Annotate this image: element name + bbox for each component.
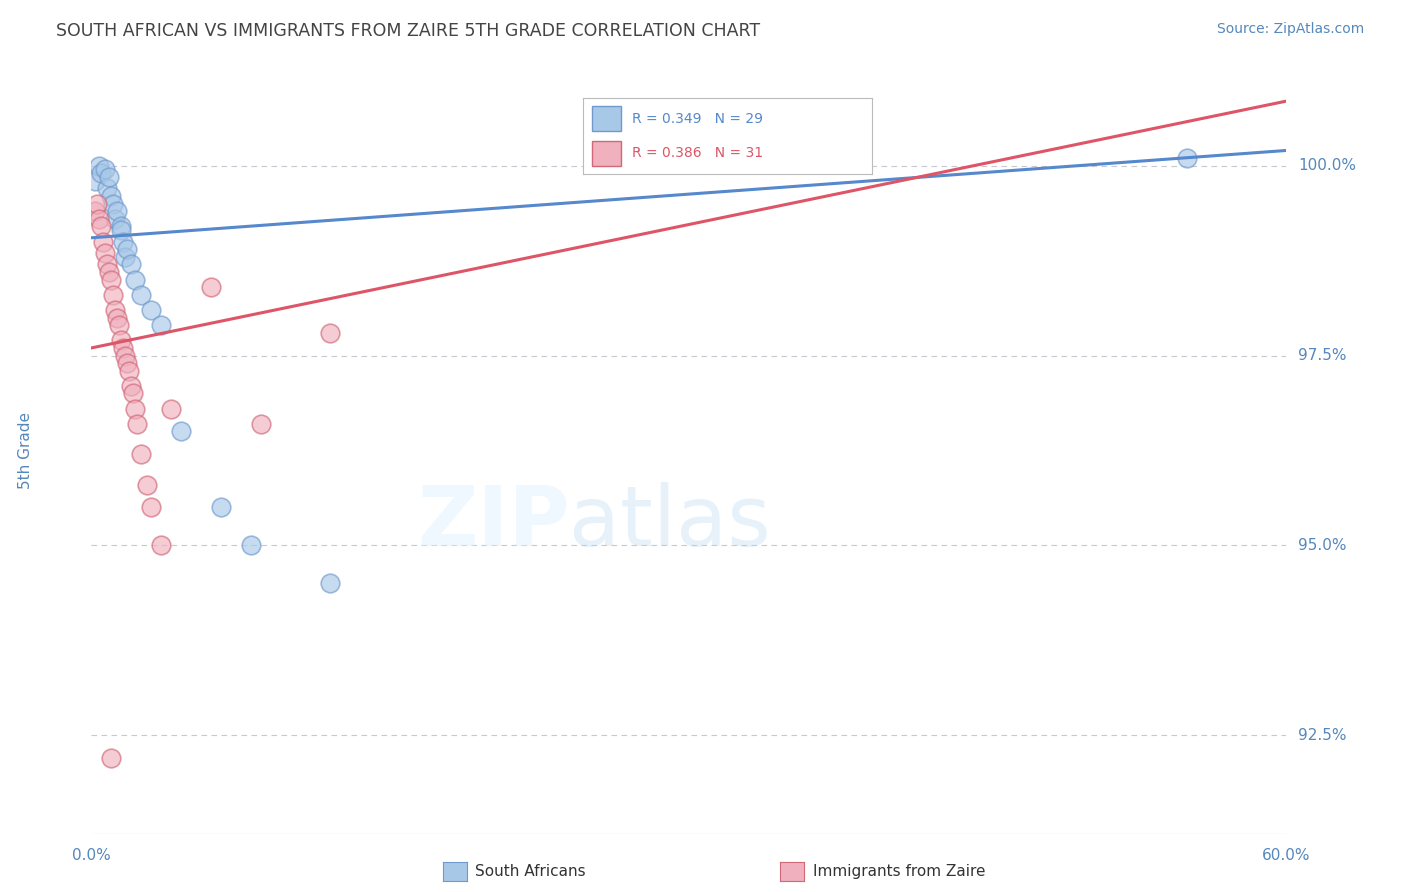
Text: 100.0%: 100.0% [1299,158,1357,173]
Text: Immigrants from Zaire: Immigrants from Zaire [813,864,986,879]
Text: 60.0%: 60.0% [1263,847,1310,863]
Point [112,235,135,249]
Text: 95.0%: 95.0% [1299,538,1347,553]
Point [124,272,146,286]
Point [141,500,162,515]
Point [200,280,222,294]
Point [122,386,145,401]
Point [105,204,128,219]
Point [249,417,271,431]
Point [86,196,108,211]
Point [112,341,135,355]
Point [104,211,127,226]
Point [98,265,121,279]
Point [150,318,173,333]
Point [115,242,138,256]
Text: Source: ZipAtlas.com: Source: ZipAtlas.com [1216,22,1364,37]
Point [89,211,111,226]
Point [124,401,146,416]
Text: 92.5%: 92.5% [1299,728,1347,743]
Point [1175,151,1198,165]
Text: 5th Grade: 5th Grade [18,412,34,489]
Point [120,379,142,393]
Text: R = 0.386   N = 31: R = 0.386 N = 31 [633,146,763,160]
Point [100,272,122,286]
Point [96,181,118,195]
Point [108,318,131,333]
Text: R = 0.349   N = 29: R = 0.349 N = 29 [633,112,763,126]
Point [127,417,149,431]
Point [114,250,136,264]
Point [170,425,193,439]
Point [114,349,136,363]
Point [103,196,125,211]
Point [90,219,112,234]
Bar [592,141,621,166]
Point [100,189,122,203]
Text: 0.0%: 0.0% [72,847,111,863]
Point [94,162,117,177]
Point [115,356,138,370]
Point [84,174,107,188]
Point [319,326,342,340]
Point [84,204,107,219]
Point [103,287,125,301]
Point [100,751,122,765]
Text: South Africans: South Africans [475,864,586,879]
Point [110,223,132,237]
Point [90,166,112,180]
Text: 97.5%: 97.5% [1299,348,1347,363]
Point [93,235,114,249]
Point [129,287,152,301]
Point [94,246,117,260]
Point [150,538,173,552]
Point [110,219,132,234]
Point [209,500,232,515]
Point [118,364,141,378]
Point [120,257,142,271]
Point [104,302,127,317]
Point [160,401,183,416]
Text: SOUTH AFRICAN VS IMMIGRANTS FROM ZAIRE 5TH GRADE CORRELATION CHART: SOUTH AFRICAN VS IMMIGRANTS FROM ZAIRE 5… [56,22,761,40]
Point [136,477,159,491]
Point [319,576,342,591]
Point [96,257,118,271]
Point [141,302,162,317]
Point [129,447,152,461]
Point [105,310,128,325]
Text: ZIP: ZIP [418,482,569,563]
Text: atlas: atlas [569,482,770,563]
Point [89,159,111,173]
Point [98,169,121,184]
Point [110,334,132,348]
Point [239,538,262,552]
Bar [592,106,621,131]
